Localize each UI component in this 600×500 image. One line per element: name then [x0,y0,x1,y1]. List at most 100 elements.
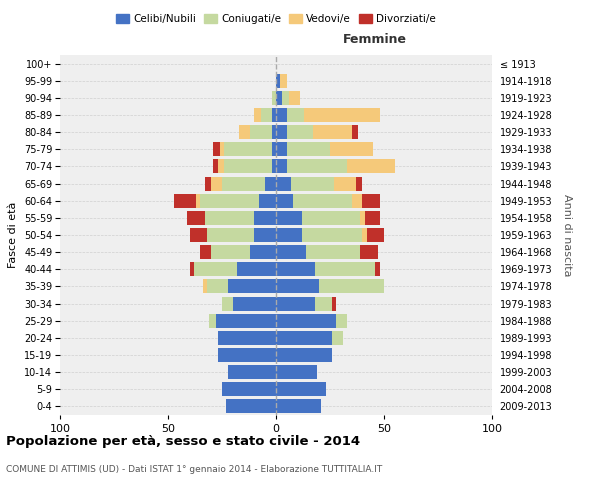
Bar [287,142,330,156]
Bar [276,314,337,328]
Bar [218,331,276,345]
Bar [209,314,215,328]
Bar [283,91,289,105]
Bar [276,245,306,259]
Bar [214,142,220,156]
Bar [222,296,233,310]
Bar [254,211,276,225]
Bar [265,176,276,190]
Text: Popolazione per età, sesso e stato civile - 2014: Popolazione per età, sesso e stato civil… [6,435,360,448]
Bar [229,280,276,293]
Y-axis label: Anni di nascita: Anni di nascita [562,194,572,276]
Bar [207,228,254,242]
Bar [272,125,276,139]
Bar [254,228,276,242]
Bar [332,296,337,310]
Bar [276,365,317,379]
Legend: Celibi/Nubili, Coniugati/e, Vedovi/e, Divorziati/e: Celibi/Nubili, Coniugati/e, Vedovi/e, Di… [112,10,440,28]
Bar [291,176,334,190]
Bar [276,331,332,345]
Bar [276,74,280,88]
Bar [276,296,315,310]
Bar [365,211,380,225]
Bar [352,194,362,207]
Bar [261,108,272,122]
Bar [276,125,287,139]
Bar [334,176,356,190]
Bar [226,400,276,413]
Bar [175,194,196,207]
Bar [276,91,283,105]
Bar [330,142,373,156]
Bar [304,108,380,122]
Bar [259,194,276,207]
Bar [287,160,347,173]
Bar [237,262,276,276]
Bar [360,245,377,259]
Bar [293,194,352,207]
Bar [218,348,276,362]
Bar [315,296,332,310]
Bar [287,108,304,122]
Bar [276,280,319,293]
Bar [187,211,205,225]
Bar [287,125,313,139]
Bar [272,142,276,156]
Bar [250,245,276,259]
Bar [200,245,211,259]
Text: COMUNE DI ATTIMIS (UD) - Dati ISTAT 1° gennaio 2014 - Elaborazione TUTTITALIA.IT: COMUNE DI ATTIMIS (UD) - Dati ISTAT 1° g… [6,465,382,474]
Bar [276,176,291,190]
Bar [200,194,259,207]
Bar [360,211,365,225]
Bar [280,74,287,88]
Bar [356,176,362,190]
Bar [276,262,315,276]
Bar [250,125,272,139]
Bar [196,194,200,207]
Bar [207,280,229,293]
Bar [211,245,250,259]
Bar [224,142,272,156]
Bar [332,331,343,345]
Bar [233,296,276,310]
Bar [205,211,254,225]
Bar [352,125,358,139]
Bar [337,314,347,328]
Bar [367,228,384,242]
Bar [362,194,380,207]
Bar [211,176,222,190]
Bar [224,160,272,173]
Bar [254,108,261,122]
Bar [229,365,276,379]
Bar [302,228,362,242]
Bar [276,382,326,396]
Bar [214,160,218,173]
Bar [190,262,194,276]
Bar [289,91,300,105]
Bar [220,142,224,156]
Text: Femmine: Femmine [343,33,407,46]
Bar [313,125,352,139]
Bar [315,262,376,276]
Bar [276,194,293,207]
Bar [239,125,250,139]
Bar [222,176,265,190]
Bar [276,108,287,122]
Bar [222,382,276,396]
Bar [276,211,302,225]
Bar [203,280,207,293]
Bar [347,160,395,173]
Y-axis label: Fasce di età: Fasce di età [8,202,19,268]
Bar [215,314,276,328]
Bar [272,160,276,173]
Bar [276,400,322,413]
Bar [272,108,276,122]
Bar [272,91,276,105]
Bar [205,176,211,190]
Bar [218,160,224,173]
Bar [276,160,287,173]
Bar [194,262,237,276]
Bar [276,142,287,156]
Bar [276,228,302,242]
Bar [319,280,384,293]
